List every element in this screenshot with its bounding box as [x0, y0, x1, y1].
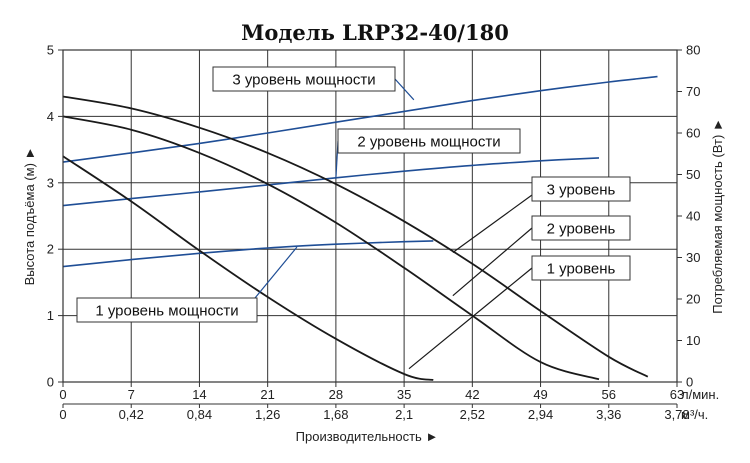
x-bottom-tick-label: 0,84 [187, 407, 212, 422]
x-top-tick-label: 63 [670, 387, 684, 402]
x-top-tick-label: 7 [128, 387, 135, 402]
annotation-box-2-уровень [531, 215, 631, 241]
y-right-tick-label: 0 [686, 375, 693, 390]
y-axis-left-label: Высота подъёма (м) ► [22, 147, 37, 286]
y-left-tick-label: 1 [47, 308, 54, 323]
x-top-tick-label: 49 [533, 387, 547, 402]
tick-labels: 012345010203040506070800070,42140,84211,… [47, 43, 719, 423]
annotation-label-1-уровень-мощности: 1 уровень мощности [95, 303, 238, 320]
leader-line-1-уровень-мощности [254, 246, 298, 299]
x-bottom-tick-label: 2,52 [460, 407, 485, 422]
x-bottom-tick-label: 2,94 [528, 407, 553, 422]
annotation-box-3-уровень-мощности [212, 66, 396, 92]
power-curve-1-уровень-мощности [62, 240, 434, 268]
leader-line-2-уровень [452, 227, 533, 297]
y-right-tick-label: 60 [686, 126, 700, 141]
y-axis-right-label: Потребляемая мощность (Вт) ► [710, 118, 725, 314]
annotation-leaders [254, 78, 533, 370]
x-bottom-tick-label: 1,26 [255, 407, 280, 422]
annotation-box-3-уровень [531, 176, 631, 202]
annotations: 3 уровень мощности 2 уровень мощности 1 ур… [76, 66, 631, 323]
x-top-unit: л/мин. [681, 387, 719, 402]
x-bottom-tick-label: 0 [59, 407, 66, 422]
x-bottom-tick-label: 0,42 [119, 407, 144, 422]
x-top-tick-label: 14 [192, 387, 206, 402]
x-top-tick-label: 0 [59, 387, 66, 402]
x-bottom-tick-label: 1,68 [323, 407, 348, 422]
x-top-tick-label: 42 [465, 387, 479, 402]
y-right-tick-label: 70 [686, 84, 700, 99]
leader-line-3-уровень [452, 194, 533, 254]
annotation-label-3-уровень-мощности: 3 уровень мощности [232, 72, 375, 89]
annotation-box-1-уровень-мощности [76, 297, 258, 323]
leader-line-1-уровень [408, 267, 533, 370]
power-curve-3-уровень-мощности [62, 75, 658, 163]
x-bottom-tick-label: 3,78 [664, 407, 689, 422]
x-axis-label: Производительность ► [296, 429, 439, 444]
annotation-box-1-уровень [531, 255, 631, 281]
y-right-tick-label: 10 [686, 333, 700, 348]
head-curve-3-уровень [62, 95, 649, 378]
y-right-tick-label: 50 [686, 167, 700, 182]
y-left-tick-label: 3 [47, 175, 54, 190]
y-left-tick-label: 2 [47, 242, 54, 257]
annotation-label-1-уровень: 1 уровень [547, 261, 616, 278]
annotation-label-2-уровень: 2 уровень [547, 221, 616, 238]
head-curves [62, 95, 649, 381]
y-right-tick-label: 80 [686, 43, 700, 58]
x-top-tick-label: 21 [260, 387, 274, 402]
head-curve-2-уровень [62, 115, 600, 381]
head-curve-1-уровень [62, 155, 434, 381]
y-left-tick-label: 0 [47, 375, 54, 390]
y-left-tick-label: 5 [47, 43, 54, 58]
x-top-tick-label: 28 [329, 387, 343, 402]
x-top-tick-label: 56 [602, 387, 616, 402]
x-top-tick-label: 35 [397, 387, 411, 402]
annotation-label-3-уровень: 3 уровень [547, 182, 616, 199]
x-bottom-unit: м³/ч. [681, 407, 708, 422]
annotation-box-2-уровень-мощности [337, 128, 521, 154]
x-bottom-tick-label: 3,36 [596, 407, 621, 422]
annotation-label-2-уровень-мощности: 2 уровень мощности [357, 134, 500, 151]
leader-line-3-уровень-мощности [394, 78, 415, 101]
y-right-tick-label: 30 [686, 250, 700, 265]
y-right-tick-label: 20 [686, 292, 700, 307]
x-bottom-tick-label: 2,1 [395, 407, 413, 422]
chart-title: Модель LRP32-40/180 [241, 20, 509, 45]
y-left-tick-label: 4 [47, 109, 54, 124]
y-right-tick-label: 40 [686, 209, 700, 224]
